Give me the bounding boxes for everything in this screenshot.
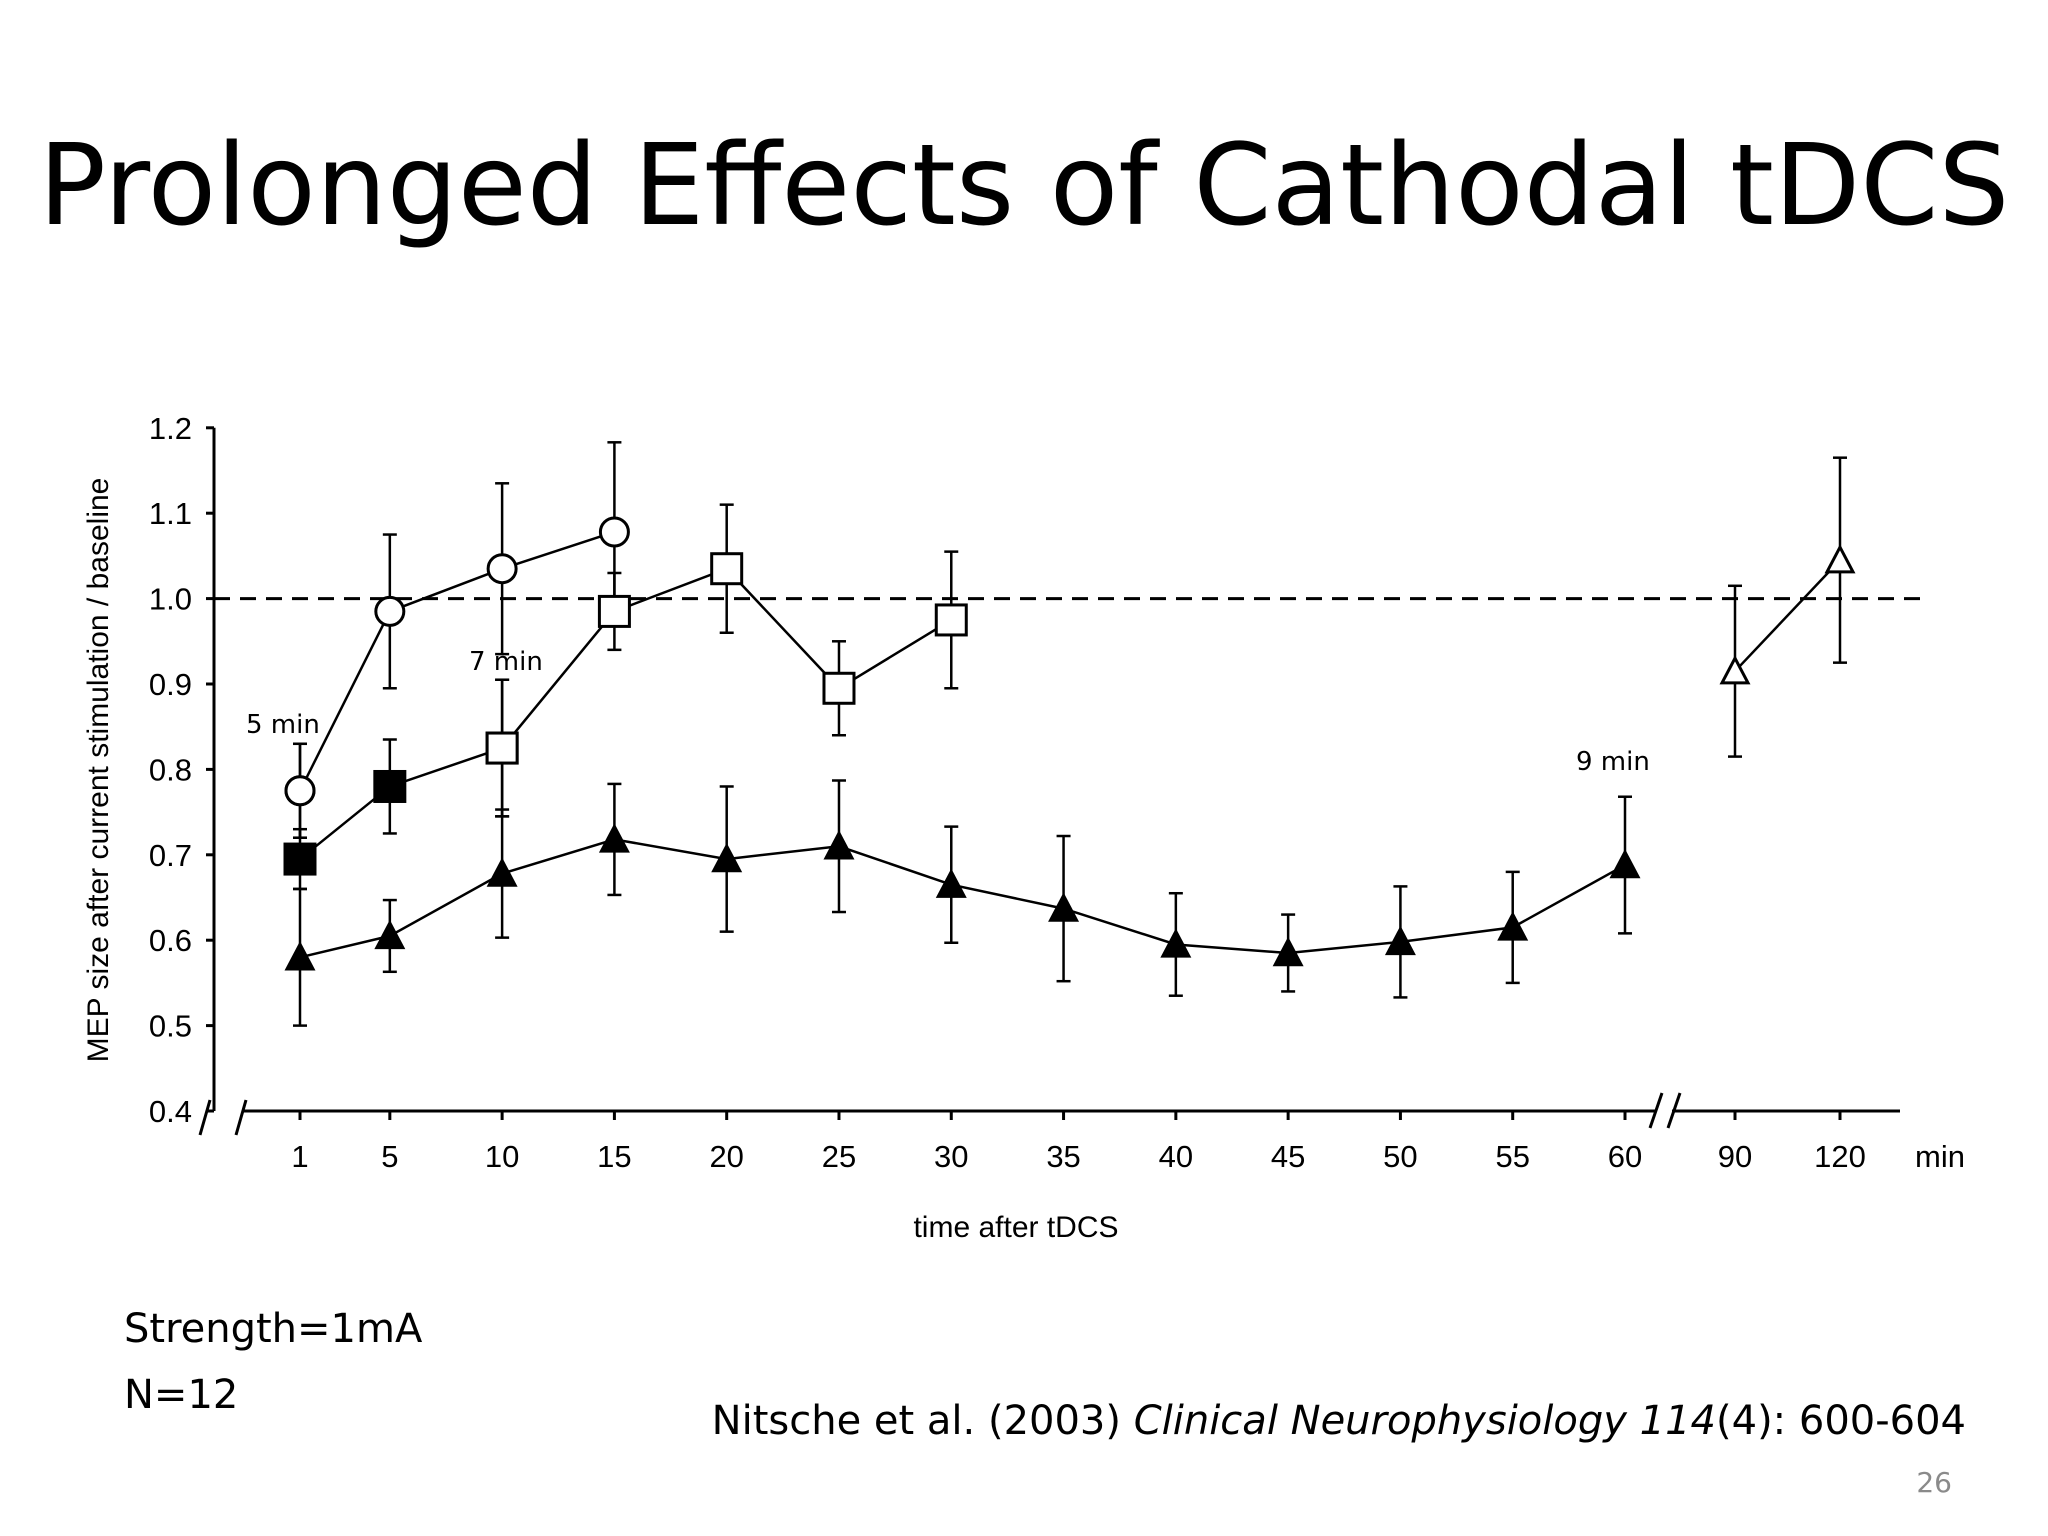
data-point-triangle (1048, 892, 1080, 922)
x-tick-label: 55 (1495, 1139, 1529, 1174)
x-tick-label: 1 (291, 1139, 308, 1174)
data-point-triangle (935, 868, 967, 898)
data-point-circle (598, 516, 630, 548)
x-unit-label: min (1915, 1139, 1965, 1174)
x-tick-label: 120 (1814, 1139, 1866, 1174)
data-point-triangle (486, 857, 518, 887)
slide-title: Prolonged Effects of Cathodal tDCS (38, 121, 2010, 251)
data-point-square (934, 603, 968, 637)
data-point-square (710, 552, 744, 586)
y-tick-label: 0.7 (149, 838, 192, 873)
x-tick-label: 50 (1383, 1139, 1417, 1174)
x-tick-label: 15 (597, 1139, 631, 1174)
x-tick-label: 10 (485, 1139, 519, 1174)
citation-pages: (4): 600-604 (1716, 1398, 1966, 1444)
y-tick-label: 1.1 (149, 496, 192, 531)
y-tick-label: 1.0 (149, 582, 192, 617)
series-line (299, 746, 503, 861)
chart-series (283, 441, 1856, 1027)
data-point-circle (284, 775, 316, 807)
data-point-square (373, 769, 407, 803)
series-line (1734, 559, 1841, 673)
y-tick-label: 0.8 (149, 752, 192, 787)
data-point-circle (486, 553, 518, 585)
strength-note: Strength=1mA (124, 1306, 423, 1352)
x-tick-label: 20 (709, 1139, 743, 1174)
data-point-triangle (1160, 928, 1192, 958)
x-axis-break-start (234, 1099, 248, 1136)
y-axis-break (198, 1099, 212, 1136)
x-tick-label: 45 (1271, 1139, 1305, 1174)
data-point-triangle (823, 830, 855, 860)
data-point-square (597, 594, 631, 628)
experiment-notes: Strength=1mA N=12 (124, 1296, 422, 1428)
chart-axes (198, 427, 1920, 1136)
data-point-triangle (1824, 543, 1856, 574)
x-tick-label: 30 (934, 1139, 968, 1174)
annotation-5-min: 5 min (246, 710, 320, 740)
citation-journal: Clinical Neurophysiology (1133, 1398, 1627, 1444)
data-point-triangle (711, 842, 743, 873)
data-point-triangle (374, 919, 406, 950)
series-line (298, 530, 615, 792)
sample-size-note: N=12 (124, 1372, 239, 1418)
data-point-triangle (1384, 925, 1416, 956)
citation-volume: 114 (1639, 1398, 1717, 1444)
slide-number: 26 (1916, 1466, 1952, 1499)
data-point-triangle (1609, 848, 1641, 879)
x-tick-label: 35 (1046, 1139, 1080, 1174)
x-axis-label: time after tDCS (913, 1211, 1118, 1244)
data-point-square (822, 671, 856, 705)
data-point-square (283, 842, 317, 876)
chart-ticks: 0.40.50.60.70.80.91.01.11.21 5 10 15 20 25 30 3… (149, 411, 1866, 1174)
data-point-square (485, 731, 519, 765)
x-tick-label: 60 (1608, 1139, 1642, 1174)
y-tick-label: 0.4 (149, 1094, 192, 1129)
x-tick-label: 5 (381, 1139, 398, 1174)
x-axis-break-mark (1666, 1092, 1682, 1129)
data-point-circle (374, 595, 406, 627)
y-tick-label: 0.9 (149, 667, 192, 702)
series-line (299, 838, 1626, 959)
data-point-triangle (1719, 654, 1751, 685)
citation-authors: Nitsche et al. (2003) (711, 1398, 1134, 1444)
x-tick-label: 25 (822, 1139, 856, 1174)
y-tick-label: 1.2 (149, 411, 192, 446)
y-axis-label: MEP size after current stimulation / bas… (82, 478, 115, 1063)
data-point-triangle (1497, 911, 1529, 941)
x-axis-break-mark (1648, 1092, 1664, 1129)
x-tick-label: 40 (1159, 1139, 1193, 1174)
x-tick-label: 90 (1718, 1139, 1752, 1174)
citation: Nitsche et al. (2003) Clinical Neurophys… (712, 1398, 1966, 1444)
y-tick-label: 0.6 (149, 923, 192, 958)
data-point-triangle (598, 823, 630, 853)
y-tick-label: 0.5 (149, 1009, 192, 1044)
annotation-9-min: 9 min (1576, 747, 1650, 777)
data-point-triangle (284, 941, 316, 971)
annotation-7-min: 7 min (469, 647, 543, 677)
data-point-triangle (1272, 936, 1304, 967)
